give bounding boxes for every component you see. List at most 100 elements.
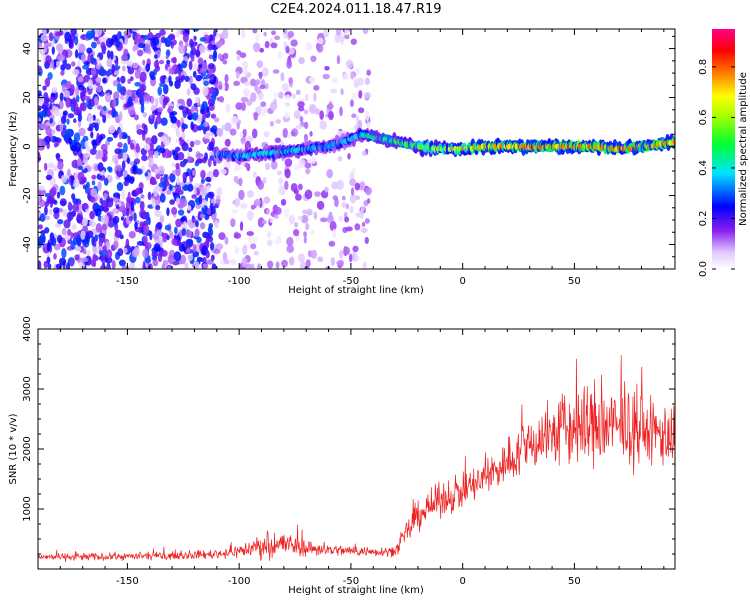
spectrogram-noise-blob — [184, 262, 189, 269]
spectrogram-noise-blob — [213, 117, 220, 123]
spectrogram-noise-blob — [157, 86, 163, 96]
spectrogram-noise-blob — [233, 175, 239, 183]
spectrogram-noise-blob — [77, 157, 82, 167]
spectrogram-noise-blob — [116, 182, 124, 192]
spectrogram-noise-blob — [246, 231, 254, 236]
spectrogram-noise-blob — [74, 254, 80, 261]
spectrogram-noise-blob — [158, 182, 165, 188]
spectrogram-noise-blob — [180, 217, 187, 222]
spectrogram-noise-blob — [281, 83, 289, 91]
spectrogram-noise-blob — [288, 214, 296, 225]
spectrogram-noise-blob — [212, 52, 217, 62]
spectrogram-noise-blob — [345, 59, 354, 70]
spectrogram-noise-blob — [261, 219, 267, 225]
spectrogram-noise-blob — [332, 228, 337, 239]
spectrogram-noise-blob — [230, 115, 238, 126]
spectrogram-noise-blob — [293, 110, 301, 120]
spectrogram-noise-blob — [74, 49, 79, 59]
spectrogram-noise-blob — [56, 234, 63, 244]
spectrogram-noise-blob — [151, 135, 158, 145]
spectrogram-noise-blob — [202, 85, 209, 97]
spectrogram-noise-blob — [246, 210, 254, 221]
spectrogram-noise-blob — [72, 236, 80, 245]
spectrogram-noise-blob — [133, 212, 137, 222]
spectrogram-noise-blob — [115, 204, 120, 210]
spectrogram-noise-blob — [125, 207, 130, 217]
spectrogram-noise-blob — [275, 119, 281, 124]
spectrogram-noise-blob — [43, 92, 49, 101]
spectrogram-noise-blob — [53, 142, 58, 148]
spectrogram-noise-blob — [106, 49, 111, 60]
spectrogram-noise-blob — [305, 208, 314, 216]
spectrogram-noise-blob — [59, 185, 66, 196]
spectrogram-noise-blob — [181, 123, 189, 130]
spectrogram-noise-blob — [96, 132, 100, 143]
spectrogram-noise-blob — [53, 165, 59, 172]
spectrogram-noise-blob — [65, 97, 71, 109]
spectrogram-noise-blob — [82, 95, 90, 101]
spectrogram-noise-blob — [168, 75, 172, 84]
spectrogram-noise-blob — [208, 222, 214, 229]
spectrogram-noise-blob — [352, 254, 360, 262]
spectrogram-noise-blob — [87, 79, 93, 90]
spectrogram-noise-blob — [133, 114, 139, 121]
spectrogram-noise-blob — [239, 221, 244, 232]
spectrogram-noise-blob — [136, 123, 141, 130]
spectrogram-noise-blob — [322, 29, 330, 38]
spectrogram-noise-blob — [67, 201, 72, 210]
spectrogram-noise-blob — [186, 156, 194, 164]
spectrogram-noise-blob — [246, 135, 254, 143]
spectrogram-noise-blob — [264, 162, 271, 170]
spectrogram-noise-blob — [157, 253, 163, 263]
spectrogram-noise-blob — [90, 188, 98, 198]
spectrogram-noise-blob — [51, 236, 57, 247]
spectrogram-noise-blob — [111, 154, 119, 164]
spectrogram-noise-blob — [143, 224, 150, 234]
spectrogram-noise-blob — [219, 168, 227, 175]
spectrogram-axes: -150 -100 -50 0 50 -40 -20 0 20 40 — [22, 29, 675, 287]
spectrogram-noise-blob — [78, 165, 83, 171]
spectrogram-x-tick-label: -150 — [116, 276, 139, 287]
spectrogram-noise-blob — [202, 138, 211, 144]
spectrogram-noise-blob — [259, 47, 265, 53]
chart-title: C2E4.2024.011.18.47.R19 — [270, 2, 442, 17]
spectrogram-noise-blob — [151, 197, 156, 208]
spectrogram-noise-blob — [159, 75, 166, 84]
spectrogram-noise-blob — [208, 54, 213, 60]
spectrogram-noise-blob — [277, 51, 283, 59]
spectrogram-noise-blob — [123, 48, 129, 56]
spectrogram-noise-blob — [344, 216, 350, 223]
spectrogram-noise-blob — [90, 41, 97, 49]
spectrogram-noise-blob — [259, 84, 266, 90]
spectrogram-noise-blob — [48, 208, 53, 215]
spectrogram-noise-blob — [38, 151, 41, 162]
spectrogram-noise-blob — [342, 73, 349, 81]
spectrogram-noise-blob — [100, 41, 106, 50]
spectrogram-noise-blob — [71, 97, 77, 108]
spectrogram-noise-blob — [350, 187, 355, 196]
spectrogram-noise-blob — [141, 154, 148, 162]
colorbar-tick-label: 0.0 — [698, 261, 709, 277]
spectrogram-noise-blob — [175, 197, 180, 205]
spectrogram-noise-blob — [195, 158, 204, 164]
spectrogram-noise-blob — [330, 256, 335, 267]
spectrogram-noise-blob — [97, 162, 104, 172]
spectrogram-noise-blob — [95, 154, 100, 160]
spectrogram-noise-blob — [256, 263, 262, 269]
spectrogram-noise-blob — [286, 236, 294, 247]
snr-y-tick-label: 3000 — [22, 376, 33, 401]
spectrogram-noise-blob — [164, 36, 172, 47]
spectrogram-noise-blob — [304, 189, 313, 200]
spectrogram-noise-blob — [78, 43, 86, 54]
spectrogram-noise-blob — [181, 132, 186, 140]
spectrogram-noise-blob — [331, 181, 339, 190]
spectrogram-noise-blob — [203, 205, 208, 213]
spectrogram-noise-blob — [100, 265, 105, 269]
spectrogram-noise-blob — [45, 77, 51, 88]
spectrogram-noise-blob — [284, 168, 291, 179]
spectrogram-noise-blob — [95, 29, 103, 37]
spectrogram-noise-blob — [39, 234, 45, 245]
spectrogram-noise-blob — [185, 107, 190, 114]
spectrogram-noise-blob — [200, 108, 205, 115]
spectrogram-noise-blob — [240, 96, 249, 103]
